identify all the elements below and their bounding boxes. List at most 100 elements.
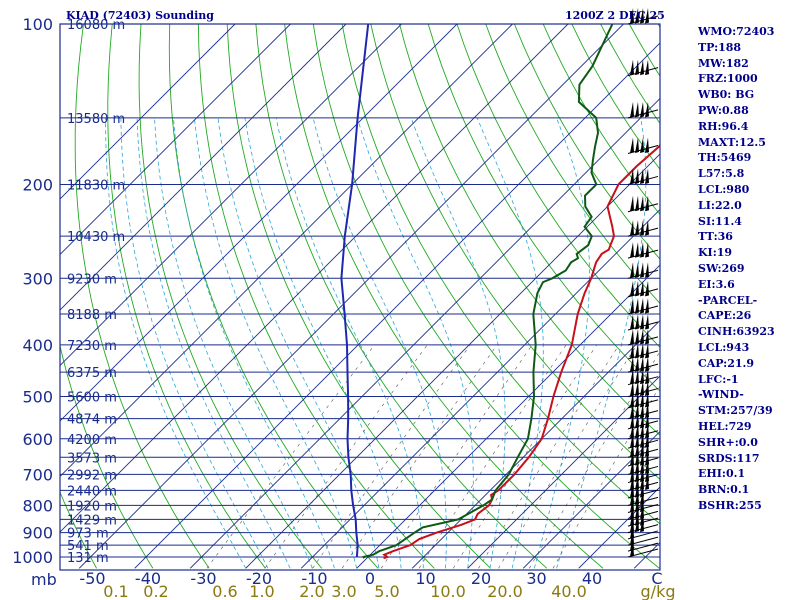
wind-barb-flag [645,297,649,314]
mixing-ratio-line [380,344,533,569]
wind-barb-flag [635,356,639,372]
wind-barb-flag [645,313,649,330]
temperature-tick-label: -50 [79,569,105,588]
pressure-label: 200 [22,175,53,194]
height-label: 4874 m [67,413,117,428]
index-item: MW:182 [698,56,749,70]
height-label: 5600 m [67,391,117,406]
index-item: TT:36 [698,230,733,244]
dry-adiabat [60,490,97,569]
wind-barb-flag [630,262,634,278]
wind-barb-flag [635,368,639,385]
wind-barb-flag [640,8,644,24]
mixing-ratio-label: 2.0 [299,582,324,600]
height-label: 3573 m [67,451,117,466]
height-label: 1920 m [67,499,117,514]
index-item: TH:5469 [698,151,752,165]
dry-adiabat [773,24,800,568]
wind-barb-flag [645,220,649,236]
wind-barb-flag [645,137,649,154]
isotherm [60,24,347,311]
wind-barb-flag [630,342,634,359]
isotherm [411,319,660,569]
mixing-ratio-label: 3.0 [331,582,356,600]
mixing-ratio-label: 0.2 [143,582,168,600]
height-label: 13580 m [67,112,125,127]
wind-barb [627,59,659,77]
height-label: 10430 m [67,230,125,245]
dry-adiabat [312,24,660,569]
temperature-tick-label: -20 [246,569,272,588]
index-item: KI:19 [698,246,733,260]
temperature-tick-label: -40 [135,569,161,588]
wind-barb-flag [630,313,634,330]
wind-barb [627,368,659,386]
isotherm [134,42,660,569]
temperature-unit-label: C [651,569,662,588]
height-label: 2440 m [67,484,117,499]
dry-adiabat [427,24,660,392]
wind-barb-flag [630,328,634,345]
wind-barb-flag [645,101,649,118]
wind-barb-flag [630,380,634,397]
wind-barb-flag [630,137,634,154]
index-item: STM:257/39 [698,404,773,418]
wind-barb-flag [640,313,644,330]
wind-barb [627,220,659,237]
dry-adiabat [197,24,435,569]
mixing-ratio-line [418,344,567,569]
wind-barb-flag [640,342,644,359]
index-item: CAP:21.9 [698,356,755,370]
isotherm [78,24,624,569]
index-item: SHR+:0.0 [698,435,758,449]
wind-barb-flag [635,220,639,236]
mixing-ratio-label: 1.0 [249,582,274,600]
wind-barb [627,356,659,373]
index-item: -WIND- [698,388,744,402]
wind-barb [627,380,659,398]
parcel-trace [340,24,370,558]
wind-barb-flag [635,59,639,76]
plot-background [60,24,660,570]
dry-adiabat [74,24,210,569]
wind-barb-flag [635,391,639,408]
wind-barb [627,313,659,331]
wind-barb-flag [640,391,644,408]
pressure-label: 800 [22,496,53,515]
wind-barb-flag [645,8,649,24]
mixing-ratio-line [552,385,660,569]
index-item: LI:22.0 [698,198,742,212]
index-item: SW:269 [698,261,745,275]
wind-barb-flag [640,59,644,76]
height-label: 9230 m [67,272,117,287]
wind-barb-flag [640,262,644,278]
index-item: -PARCEL- [698,293,758,307]
dry-adiabat [341,24,660,525]
dewpoint-trace [362,24,614,559]
index-item: CAPE:26 [698,309,752,323]
wind-barb-flag [635,297,639,314]
wind-barb [627,168,659,185]
wind-barbs [627,8,659,558]
wind-barb [627,328,659,346]
index-item: EI:3.6 [698,277,735,291]
mixing-ratio-label: 0.1 [103,582,128,600]
wind-barb-flag [635,328,639,345]
wind-barb-flag [630,297,634,314]
pressure-label: 500 [22,388,53,407]
isotherm [300,208,660,569]
wind-barb-flag [635,8,639,24]
dry-adiabat [226,24,491,569]
isotherm [245,153,660,569]
pressure-label: 100 [22,15,53,34]
temperature-tick-label: -10 [301,569,327,588]
wind-barb-flag [645,342,649,359]
wind-barb-flag [645,195,649,212]
wind-barb-flag [640,368,644,385]
height-label: 8188 m [67,308,117,323]
index-item: SRDS:117 [698,451,760,465]
wind-barb-flag [630,59,634,76]
dry-adiabat [138,24,323,569]
wind-barb-flag [645,59,649,76]
height-label: 1429 m [67,513,117,528]
